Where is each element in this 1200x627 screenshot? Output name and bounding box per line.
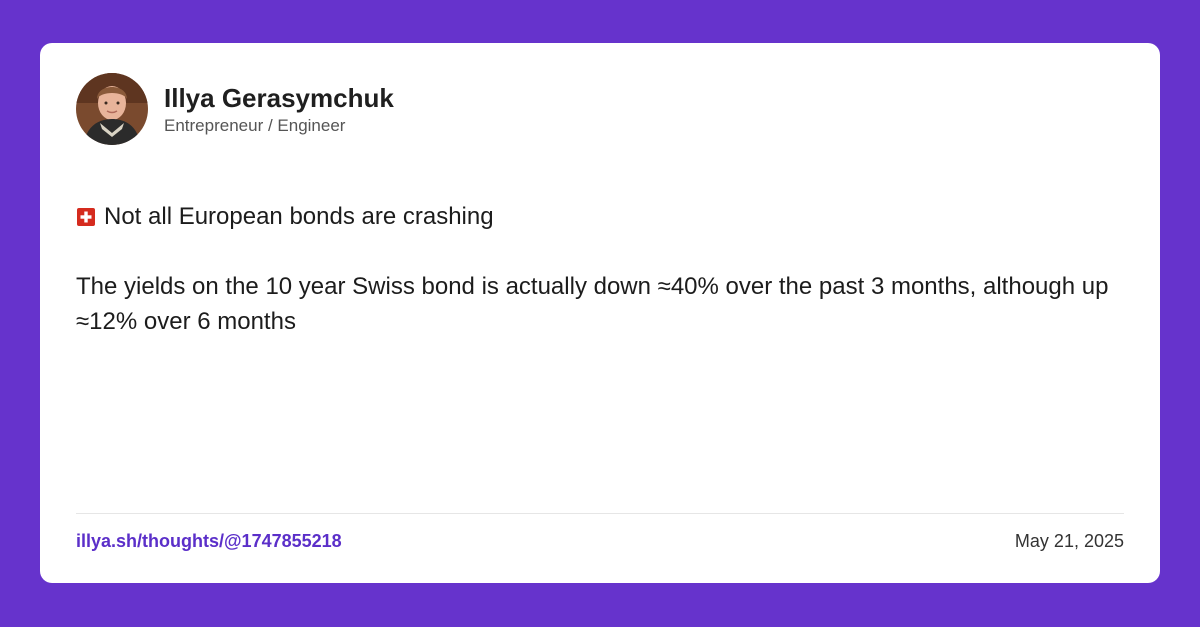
swiss-flag-icon bbox=[76, 207, 96, 227]
footer-divider bbox=[76, 513, 1124, 514]
post-headline-text: Not all European bonds are crashing bbox=[104, 203, 494, 230]
post-permalink[interactable]: illya.sh/thoughts/@1747855218 bbox=[76, 531, 342, 551]
post-card: Illya Gerasymchuk Entrepreneur / Enginee… bbox=[40, 43, 1160, 583]
avatar bbox=[76, 73, 148, 145]
post-date: May 21, 2025 bbox=[1014, 531, 1124, 551]
author-header: Illya Gerasymchuk Entrepreneur / Enginee… bbox=[76, 73, 394, 145]
author-name[interactable]: Illya Gerasymchuk bbox=[164, 82, 394, 113]
post-content: Not all European bonds are crashing The … bbox=[76, 199, 1126, 339]
author-text: Illya Gerasymchuk Entrepreneur / Enginee… bbox=[164, 82, 394, 137]
author-role: Entrepreneur / Engineer bbox=[164, 115, 346, 135]
post-body: The yields on the 10 year Swiss bond is … bbox=[76, 273, 1109, 335]
post-headline: Not all European bonds are crashing bbox=[76, 199, 1126, 234]
